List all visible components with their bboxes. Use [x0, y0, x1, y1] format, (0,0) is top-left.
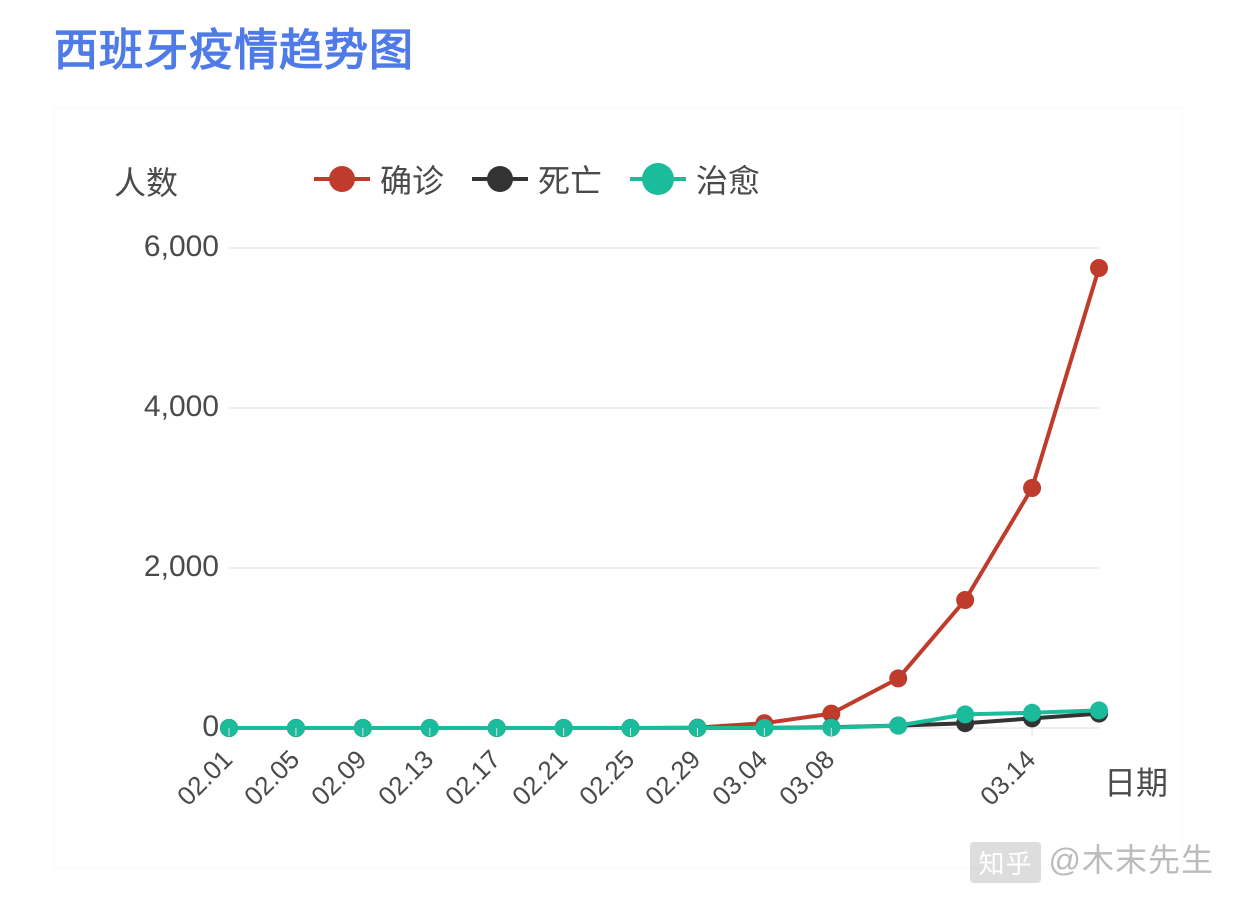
watermark-text: @木末先生	[1049, 842, 1215, 878]
watermark: 知乎@木末先生	[970, 835, 1214, 883]
chart-card: 人数 确诊 死亡 治愈 02,0004,0006,000 02.0102.050…	[54, 108, 1182, 868]
x-axis-title: 日期	[1104, 758, 1168, 804]
page-title: 西班牙疫情趋势图	[54, 14, 414, 78]
watermark-logo: 知乎	[970, 842, 1040, 883]
